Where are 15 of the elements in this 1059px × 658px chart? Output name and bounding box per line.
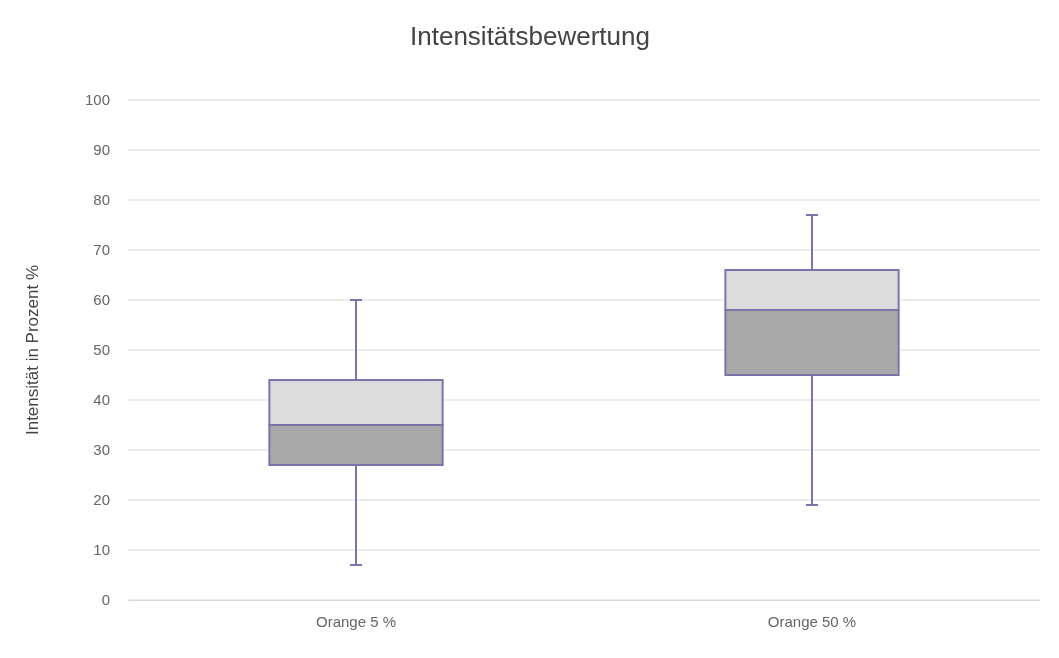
y-tick-label: 10 — [93, 541, 110, 559]
x-tick-label: Orange 50 % — [767, 612, 857, 630]
y-tick-label: 30 — [93, 441, 110, 459]
y-tick-label: 0 — [101, 591, 110, 609]
x-tick-label: Orange 5 % — [315, 612, 397, 630]
y-tick-label: 90 — [93, 141, 110, 159]
y-tick-label: 40 — [93, 391, 110, 409]
y-tick-label: 100 — [84, 91, 110, 109]
y-tick-label: 70 — [93, 241, 110, 259]
y-axis-title: Intensität in Prozent % — [23, 264, 42, 436]
y-tick-label: 20 — [93, 491, 110, 509]
y-tick-label: 50 — [93, 341, 110, 359]
y-tick-label: 60 — [93, 291, 110, 309]
chart-title: Intensitätsbewertung — [410, 21, 650, 51]
y-tick-label: 80 — [93, 191, 110, 209]
